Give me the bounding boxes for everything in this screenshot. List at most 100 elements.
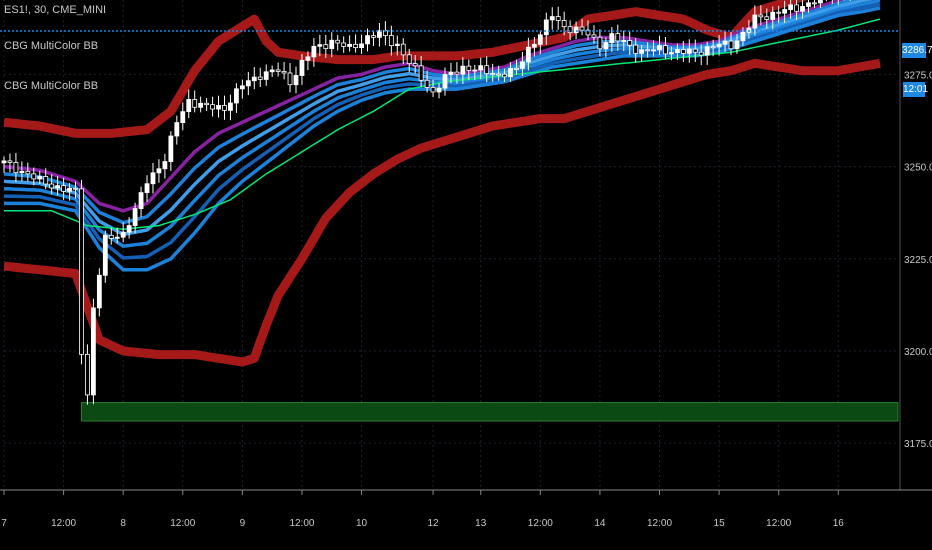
demand-zone [80,402,899,422]
candle-body [466,65,472,71]
candle-body [251,76,257,82]
time-axis[interactable]: 7 12:00 8 12:00 9 12:00 10 12 13 12:00 14 12:00 15 12… [0,489,932,529]
candle-body [800,6,805,12]
candle-body [728,40,734,50]
candle-body [156,168,162,174]
candle-body [287,72,293,86]
candle-body [448,71,454,75]
candle-body [90,307,96,396]
time-tick-label: 9 [240,518,246,529]
candle-body [228,102,233,111]
bollinger-bands [3,0,881,367]
time-tick-label: 15 [714,518,726,529]
candle-body [782,9,788,14]
inner-band-line [3,0,874,237]
time-tick-label: 12:00 [170,518,195,529]
candle-body [186,99,192,113]
candle-body [359,43,364,49]
candle-body [299,59,305,76]
time-tick-label: 12:00 [289,518,314,529]
time-tick-label: 12 [427,518,439,529]
candle-body [770,11,776,20]
indicator-legend-1[interactable]: CBG MultiColor BB [4,40,99,52]
candle-body [85,353,90,396]
candle-body [460,65,466,75]
inner-band-line [3,0,858,225]
candle-body [168,135,174,162]
indicator-legend-2[interactable]: CBG MultiColor BB [4,80,99,92]
price-candles [1,0,851,405]
candle-body [436,87,442,93]
symbol-legend[interactable]: ES1!, 30, CME_MINI [4,4,107,16]
candle-body [478,65,484,71]
price-tick-label: 3250.00 [904,163,932,174]
candle-body [520,61,525,69]
candle-body [579,26,585,31]
candle-body [19,170,25,174]
candle-body [674,49,680,54]
candle-body [305,56,311,61]
candle-body [490,73,496,75]
candle-body [150,172,156,185]
candle-body [275,69,281,72]
candle-body [293,75,299,86]
candle-body [120,231,126,238]
candle-body [609,33,615,43]
candle-body [442,74,448,89]
time-tick-label: 7 [1,518,7,529]
candle-body [216,105,221,110]
candle-body [430,87,436,93]
candle-body [621,40,627,42]
candle-body [335,39,341,44]
candle-body [597,36,603,50]
candle-body [746,27,752,33]
candle-body [680,49,686,54]
candle-body [222,105,227,111]
candle-body [663,45,668,55]
candle-body [526,46,531,63]
candle-body [686,48,692,54]
candle-body [394,43,400,47]
candle-body [788,4,794,10]
candle-body [603,42,609,50]
candle-body [269,69,275,73]
candle-body [657,45,662,51]
candle-body [31,173,37,180]
candle-body [549,16,555,21]
candle-body [806,2,811,7]
candle-body [716,43,722,48]
candle-body [162,161,168,170]
inner-band-line [3,0,847,213]
candle-body [758,14,764,18]
candle-body [734,40,740,50]
candle-body [317,44,323,47]
candle-body [567,26,573,34]
candle-body [740,31,746,42]
candle-body [49,183,55,189]
candle-body [329,39,335,50]
candle-body [615,33,621,42]
candle-body [496,73,502,76]
candle-body [323,44,329,50]
candle-body [412,63,418,67]
candle-body [704,46,710,56]
candle-body [454,71,460,75]
candle-body [102,234,108,276]
candle-body [37,176,43,180]
inner-band-line [4,6,881,272]
candle-body [669,52,674,55]
last-price-tag: 3286.75 [902,43,932,58]
candle-body [353,43,358,49]
candle-body [472,69,478,72]
candle-body [192,99,198,108]
time-tick-label: 16 [833,518,845,529]
candle-body [245,80,251,87]
candle-body [180,111,186,124]
candle-body [794,4,799,12]
candle-body [347,43,353,47]
candle-body [43,176,49,185]
candle-body [543,19,549,36]
candle-body [13,162,19,174]
